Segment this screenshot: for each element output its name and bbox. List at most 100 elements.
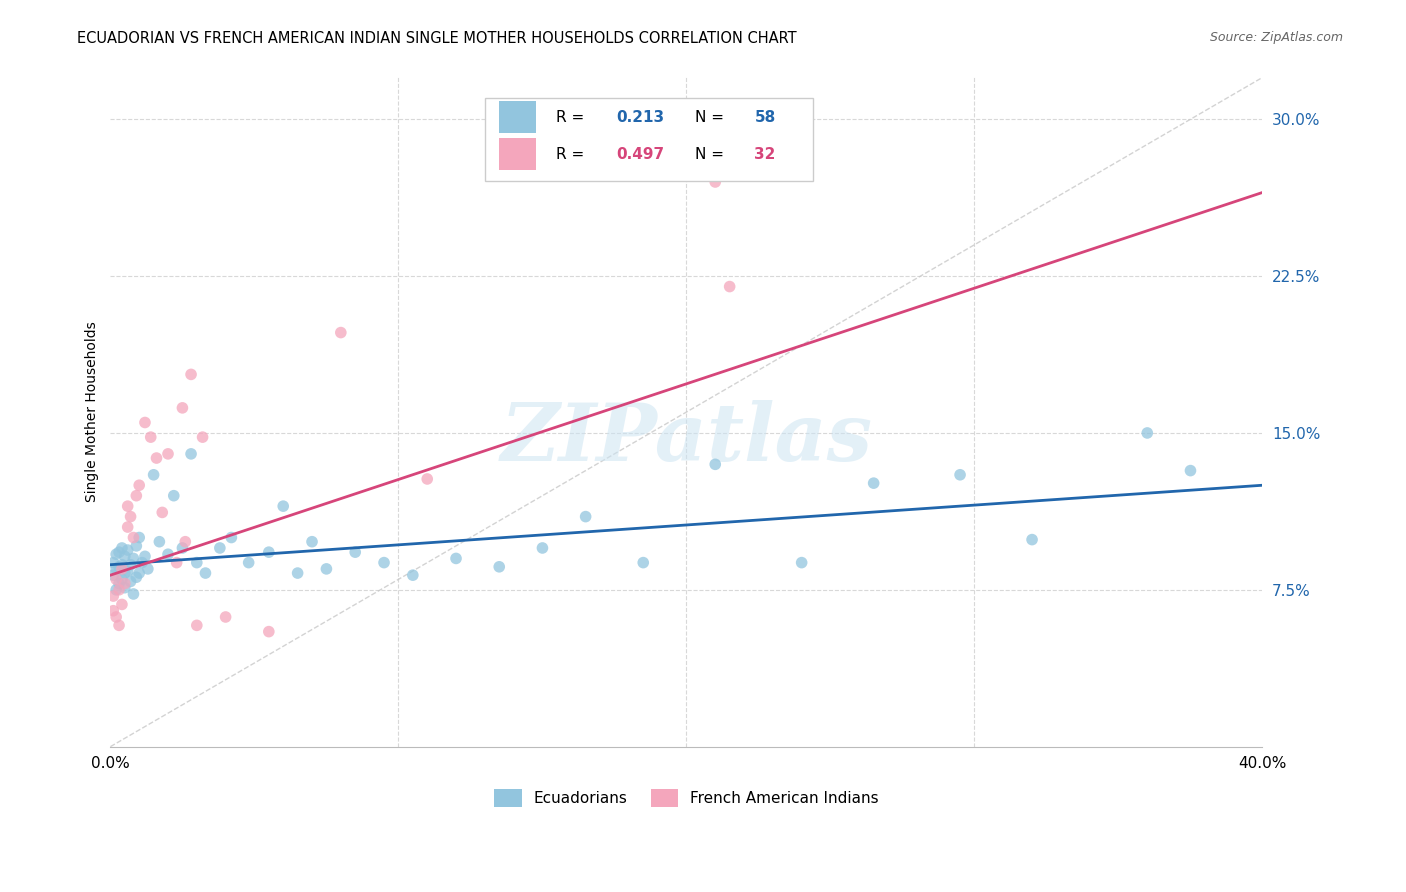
Point [444, 551, 467, 566]
Point [271, 499, 294, 513]
Point [488, 559, 510, 574]
Point [139, 430, 162, 444]
Point [108, 618, 131, 632]
Point [122, 587, 145, 601]
Point [238, 556, 260, 570]
Point [172, 541, 194, 555]
Point [111, 562, 134, 576]
Legend: Ecuadorians, French American Indians: Ecuadorians, French American Indians [488, 783, 884, 813]
Point [145, 451, 167, 466]
Point [208, 541, 231, 555]
Point [704, 458, 727, 472]
Point [163, 489, 186, 503]
Point [108, 545, 131, 559]
Point [103, 604, 125, 618]
Point [191, 430, 214, 444]
Text: R =: R = [557, 110, 589, 125]
Point [704, 175, 727, 189]
Point [186, 618, 208, 632]
Point [125, 489, 148, 503]
Point [114, 581, 136, 595]
Point [186, 556, 208, 570]
Point [120, 574, 142, 589]
Point [257, 624, 280, 639]
Text: N =: N = [695, 146, 728, 161]
Point [103, 589, 125, 603]
FancyBboxPatch shape [499, 138, 536, 170]
Point [214, 610, 236, 624]
Point [221, 531, 243, 545]
Point [790, 556, 813, 570]
Point [136, 562, 159, 576]
Point [150, 505, 173, 519]
Point [1180, 464, 1202, 478]
Point [105, 610, 128, 624]
FancyBboxPatch shape [485, 97, 813, 181]
Point [117, 520, 139, 534]
Point [402, 568, 425, 582]
Point [108, 582, 131, 597]
Point [344, 545, 367, 559]
Point [1021, 533, 1043, 547]
Point [125, 570, 148, 584]
Point [180, 447, 202, 461]
Point [949, 467, 972, 482]
Point [416, 472, 439, 486]
Point [134, 416, 156, 430]
Point [166, 556, 188, 570]
Point [257, 545, 280, 559]
Point [128, 531, 150, 545]
Point [111, 572, 134, 586]
Text: ECUADORIAN VS FRENCH AMERICAN INDIAN SINGLE MOTHER HOUSEHOLDS CORRELATION CHART: ECUADORIAN VS FRENCH AMERICAN INDIAN SIN… [77, 31, 797, 46]
Text: Source: ZipAtlas.com: Source: ZipAtlas.com [1209, 31, 1343, 45]
Text: ZIPatlas: ZIPatlas [501, 400, 873, 477]
Point [105, 572, 128, 586]
Point [114, 566, 136, 580]
Point [117, 543, 139, 558]
Point [194, 566, 217, 580]
Point [148, 534, 170, 549]
Point [329, 326, 352, 340]
Point [105, 562, 128, 576]
Point [174, 534, 197, 549]
Text: R =: R = [557, 146, 589, 161]
Point [156, 447, 179, 461]
Text: 58: 58 [755, 110, 776, 125]
Point [111, 558, 134, 572]
Point [575, 509, 598, 524]
Point [134, 549, 156, 564]
Point [105, 547, 128, 561]
Point [631, 556, 654, 570]
Point [131, 556, 153, 570]
Y-axis label: Single Mother Households: Single Mother Households [86, 322, 100, 502]
Point [117, 499, 139, 513]
Point [128, 566, 150, 580]
Point [180, 368, 202, 382]
Point [125, 539, 148, 553]
Point [122, 551, 145, 566]
Text: N =: N = [695, 110, 728, 125]
Point [111, 598, 134, 612]
Point [105, 582, 128, 597]
Point [287, 566, 309, 580]
Text: 0.213: 0.213 [616, 110, 664, 125]
Point [128, 478, 150, 492]
Point [531, 541, 554, 555]
Point [142, 467, 165, 482]
Text: 32: 32 [755, 146, 776, 161]
Point [172, 401, 194, 415]
Point [156, 547, 179, 561]
Point [103, 568, 125, 582]
Text: 0.497: 0.497 [616, 146, 664, 161]
Point [108, 576, 131, 591]
Point [111, 541, 134, 555]
Point [718, 279, 741, 293]
Point [114, 576, 136, 591]
FancyBboxPatch shape [499, 102, 536, 134]
Point [862, 476, 884, 491]
Point [120, 558, 142, 572]
Point [1136, 425, 1159, 440]
Point [315, 562, 337, 576]
Point [103, 556, 125, 570]
Point [108, 559, 131, 574]
